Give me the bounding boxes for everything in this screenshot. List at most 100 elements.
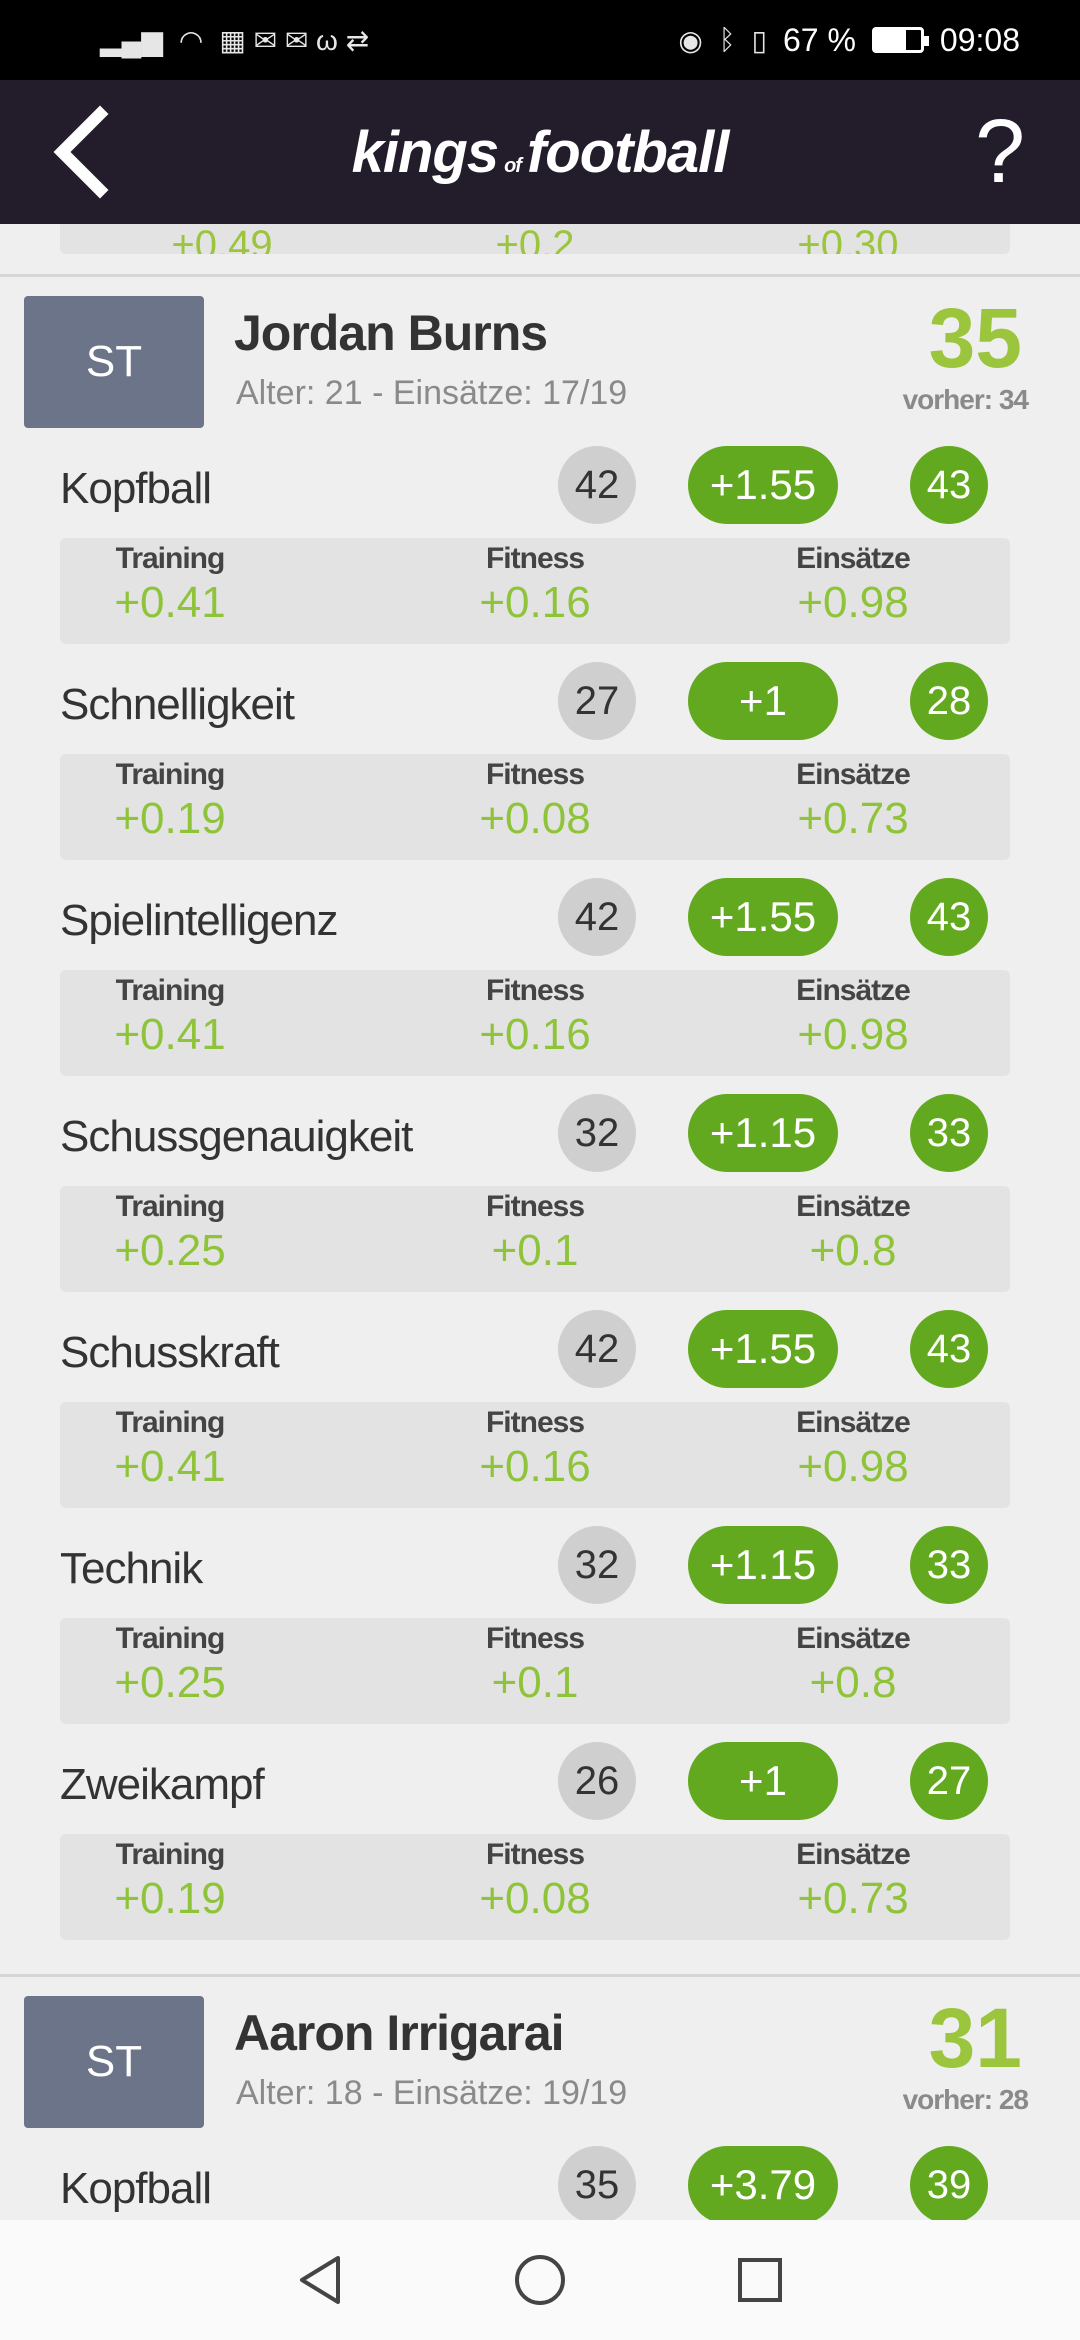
- skill-new-value: 43: [910, 446, 988, 524]
- logo-kings: kings: [351, 119, 499, 185]
- einsaetze-label: Einsätze: [796, 1406, 911, 1439]
- einsaetze-label: Einsätze: [796, 1190, 911, 1223]
- player-rating: 31: [928, 1991, 1022, 2085]
- skill-delta: +1.15: [688, 1094, 838, 1172]
- einsaetze-value: +0.8: [809, 1226, 897, 1275]
- skill-delta: +1.55: [688, 878, 838, 956]
- battery-icon: [871, 27, 929, 53]
- training-col: Training +0.41: [60, 974, 280, 1060]
- skill-name: Technik: [60, 1544, 203, 1593]
- training-label: Training: [115, 974, 226, 1007]
- fitness-label: Fitness: [485, 758, 585, 791]
- fitness-value: +0.08: [479, 794, 591, 843]
- fitness-value: +0.08: [479, 1874, 591, 1923]
- nav-home-button[interactable]: [510, 2250, 570, 2310]
- skill-breakdown: Training +0.41 Fitness +0.16 Einsätze +0.98: [60, 970, 1010, 1076]
- battery-percent: 67 %: [782, 21, 856, 58]
- skill-base-value: 42: [558, 1310, 636, 1388]
- training-col: Training +0.25: [60, 1622, 280, 1708]
- skill-base-value: 35: [558, 2146, 636, 2220]
- fitness-col: Fitness +0.16: [425, 1406, 645, 1492]
- training-value: +0.41: [114, 1442, 226, 1491]
- peek-einsaetze: +0.30: [797, 224, 899, 254]
- skill-delta: +1: [688, 1742, 838, 1820]
- skill-new-value: 33: [910, 1526, 988, 1604]
- status-bar: ▂▄▆ ◠ ▦ ✉ ✉ ω ⇄ ◉ ᛒ ▯ 67 % 09:08: [0, 0, 1080, 80]
- divider: [0, 1974, 1080, 1977]
- training-col: Training +0.41: [60, 1406, 280, 1492]
- nav-back-button[interactable]: [290, 2250, 350, 2310]
- skill-breakdown: Training +0.19 Fitness +0.08 Einsätze +0.73: [60, 1834, 1010, 1940]
- training-col: Training +0.25: [60, 1190, 280, 1276]
- fitness-label: Fitness: [485, 1190, 585, 1223]
- skill-base-value: 26: [558, 1742, 636, 1820]
- training-col: Training +0.41: [60, 542, 280, 628]
- einsaetze-label: Einsätze: [796, 974, 911, 1007]
- fitness-col: Fitness +0.08: [425, 758, 645, 844]
- training-label: Training: [115, 758, 226, 791]
- fitness-label: Fitness: [485, 1622, 585, 1655]
- fitness-label: Fitness: [485, 1838, 585, 1871]
- player-card: ST Jordan Burns Alter: 21 - Einsätze: 17…: [0, 296, 1080, 1958]
- skill-row: Schnelligkeit 27 +1 28 Training +0.19 Fit…: [0, 662, 1080, 878]
- skill-breakdown: Training +0.25 Fitness +0.1 Einsätze +0.8: [60, 1186, 1010, 1292]
- player-name: Aaron Irrigarai: [234, 2005, 565, 2061]
- skill-row: Technik 32 +1.15 33 Training +0.25 Fitnes…: [0, 1526, 1080, 1742]
- nav-recents-button[interactable]: [730, 2250, 790, 2310]
- skill-name: Kopfball: [60, 464, 212, 513]
- previous-rating: vorher: 34: [902, 384, 1029, 415]
- skill-base-value: 32: [558, 1094, 636, 1172]
- skill-row: Schussgenauigkeit 32 +1.15 33 Training +0…: [0, 1094, 1080, 1310]
- einsaetze-label: Einsätze: [796, 1622, 911, 1655]
- einsaetze-value: +0.98: [797, 1442, 909, 1491]
- system-nav-bar: [0, 2220, 1080, 2340]
- training-label: Training: [115, 1838, 226, 1871]
- previous-rating: vorher: 28: [902, 2084, 1029, 2115]
- skill-new-value: 43: [910, 1310, 988, 1388]
- einsaetze-col: Einsätze +0.8: [743, 1190, 963, 1276]
- fitness-col: Fitness +0.08: [425, 1838, 645, 1924]
- training-value: +0.41: [114, 1010, 226, 1059]
- training-value: +0.25: [114, 1226, 226, 1275]
- skill-name: Schusskraft: [60, 1328, 280, 1377]
- back-button[interactable]: [40, 102, 120, 202]
- einsaetze-col: Einsätze +0.98: [743, 542, 963, 628]
- einsaetze-label: Einsätze: [796, 1838, 911, 1871]
- clock: 09:08: [939, 21, 1020, 58]
- einsaetze-value: +0.73: [797, 794, 909, 843]
- skill-row: Spielintelligenz 42 +1.55 43 Training +0.…: [0, 878, 1080, 1094]
- player-meta: Alter: 21 - Einsätze: 17/19: [236, 374, 628, 412]
- fitness-label: Fitness: [485, 1406, 585, 1439]
- position-badge: ST: [24, 1996, 204, 2128]
- skill-delta: +1.15: [688, 1526, 838, 1604]
- skill-base-value: 27: [558, 662, 636, 740]
- player-list[interactable]: +0.49 +0.2 +0.30 ST Jordan Burns Alter: …: [0, 224, 1080, 2220]
- eye-icon: ◉: [678, 24, 703, 56]
- skill-row: Kopfball 42 +1.55 43 Training +0.41 Fitne…: [0, 446, 1080, 662]
- fitness-value: +0.16: [479, 1442, 591, 1491]
- einsaetze-col: Einsätze +0.73: [743, 758, 963, 844]
- position-badge: ST: [24, 296, 204, 428]
- skill-name: Kopfball: [60, 2164, 212, 2213]
- einsaetze-col: Einsätze +0.98: [743, 974, 963, 1060]
- einsaetze-col: Einsätze +0.73: [743, 1838, 963, 1924]
- einsaetze-value: +0.98: [797, 1010, 909, 1059]
- skill-name: Spielintelligenz: [60, 896, 339, 945]
- skill-breakdown: Training +0.41 Fitness +0.16 Einsätze +0.98: [60, 1402, 1010, 1508]
- signal-icon: ▂▄▆: [100, 24, 163, 56]
- triangle-back-icon: [300, 2256, 340, 2304]
- skill-new-value: 27: [910, 1742, 988, 1820]
- skill-name: Zweikampf: [60, 1760, 265, 1809]
- vibrate-icon: ▯: [751, 24, 767, 56]
- help-button[interactable]: ?: [974, 102, 1026, 202]
- peek-fitness: +0.2: [495, 224, 575, 254]
- skill-row: Zweikampf 26 +1 27 Training +0.19 Fitness…: [0, 1742, 1080, 1958]
- einsaetze-value: +0.98: [797, 578, 909, 627]
- app-logo: kings of football: [351, 119, 730, 186]
- skill-breakdown: Training +0.41 Fitness +0.16 Einsätze +0.98: [60, 538, 1010, 644]
- skill-new-value: 33: [910, 1094, 988, 1172]
- wifi-icon: ◠: [178, 24, 204, 56]
- fitness-col: Fitness +0.16: [425, 974, 645, 1060]
- skill-row: Kopfball 35 +3.79 39: [0, 2146, 1080, 2220]
- skill-base-value: 42: [558, 446, 636, 524]
